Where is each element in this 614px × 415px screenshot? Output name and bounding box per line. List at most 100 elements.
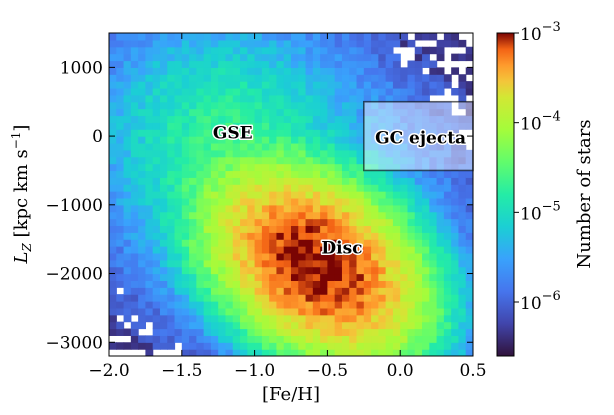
heatmap-cell	[116, 191, 125, 199]
heatmap-cell	[436, 280, 445, 288]
heatmap-cell	[392, 39, 401, 48]
heatmap-cell	[349, 287, 358, 295]
heatmap-cell	[167, 211, 176, 220]
heatmap-cell	[232, 266, 241, 275]
heatmap-cell	[240, 252, 248, 261]
heatmap-cell	[305, 170, 314, 178]
heatmap-cell	[312, 349, 321, 356]
heatmap-cell	[261, 335, 270, 343]
heatmap-cell	[203, 266, 212, 275]
heatmap-cell	[400, 246, 409, 254]
heatmap-cell	[443, 218, 452, 227]
heatmap-cell	[152, 197, 161, 206]
heatmap-cell	[305, 115, 314, 123]
heatmap-cell	[254, 87, 263, 96]
heatmap-cell	[400, 142, 409, 151]
heatmap-cell	[400, 314, 409, 323]
heatmap-cell	[174, 204, 183, 213]
heatmap-cell	[225, 335, 234, 343]
heatmap-cell	[422, 74, 430, 82]
heatmap-cell	[414, 163, 423, 172]
heatmap-cell	[210, 115, 219, 123]
heatmap-cell	[363, 314, 372, 323]
heatmap-cell	[203, 156, 212, 165]
heatmap-cell	[305, 321, 314, 330]
heatmap-cell	[298, 294, 307, 302]
heatmap-cell	[196, 225, 205, 233]
heatmap-cell	[225, 191, 234, 199]
heatmap-cell	[152, 259, 161, 268]
heatmap-cell	[240, 191, 248, 199]
heatmap-cell	[130, 259, 139, 268]
heatmap-cell	[261, 46, 270, 55]
heatmap-cell	[283, 177, 292, 185]
heatmap-cell	[174, 287, 183, 295]
heatmap-cell	[363, 67, 372, 75]
heatmap-cell	[356, 81, 365, 89]
heatmap-cell	[254, 349, 263, 356]
heatmap-cell	[210, 39, 219, 48]
heatmap-cell	[371, 335, 379, 343]
heatmap-cell	[181, 321, 190, 330]
heatmap-cell	[218, 218, 227, 227]
heatmap-cell	[123, 108, 132, 117]
heatmap-cell	[196, 129, 205, 137]
heatmap-cell	[465, 335, 473, 343]
heatmap-cell	[407, 74, 416, 82]
heatmap-cell	[327, 314, 336, 323]
heatmap-cell	[109, 287, 117, 295]
heatmap-cell	[378, 321, 387, 330]
heatmap-cell	[261, 122, 270, 130]
heatmap-cell	[240, 204, 248, 213]
heatmap-cell	[145, 314, 154, 323]
heatmap-cell	[349, 204, 358, 213]
heatmap-cell	[341, 156, 350, 165]
heatmap-cell	[298, 115, 307, 123]
heatmap-cell	[138, 39, 146, 48]
heatmap-cell	[225, 136, 234, 144]
heatmap-cell	[261, 218, 270, 227]
heatmap-cell	[276, 129, 285, 137]
heatmap-cell	[305, 239, 314, 247]
heatmap-cell	[341, 232, 350, 240]
heatmap-cell	[392, 81, 401, 89]
heatmap-cell	[320, 211, 328, 220]
heatmap-cell	[385, 204, 394, 213]
heatmap-cell	[218, 259, 227, 268]
heatmap-cell	[261, 94, 270, 103]
heatmap-cell	[109, 149, 117, 158]
heatmap-cell	[247, 46, 256, 55]
heatmap-cell	[130, 108, 139, 117]
heatmap-cell	[240, 177, 248, 185]
heatmap-cell	[407, 156, 416, 165]
heatmap-cell	[247, 122, 256, 130]
heatmap-cell	[283, 149, 292, 158]
heatmap-cell	[123, 122, 132, 130]
heatmap-cell	[312, 142, 321, 151]
heatmap-cell	[196, 87, 205, 96]
heatmap-cell	[298, 349, 307, 356]
heatmap-cell	[152, 321, 161, 330]
heatmap-cell	[320, 33, 328, 41]
heatmap-cell	[327, 321, 336, 330]
heatmap-cell	[145, 197, 154, 206]
heatmap-cell	[269, 60, 278, 68]
heatmap-cell	[189, 39, 197, 48]
heatmap-cell	[189, 46, 197, 55]
heatmap-cell	[451, 294, 460, 302]
heatmap-cell	[422, 108, 430, 117]
heatmap-cell	[305, 191, 314, 199]
heatmap-cell	[189, 136, 197, 144]
heatmap-cell	[225, 259, 234, 268]
heatmap-cell	[232, 170, 241, 178]
heatmap-cell	[116, 204, 125, 213]
heatmap-cell	[429, 342, 438, 350]
heatmap-cell	[422, 287, 430, 295]
heatmap-cell	[349, 232, 358, 240]
heatmap-cell	[167, 94, 176, 103]
heatmap-cell	[167, 246, 176, 254]
heatmap-cell	[152, 149, 161, 158]
heatmap-cell	[429, 177, 438, 185]
heatmap-cell	[298, 60, 307, 68]
heatmap-cell	[181, 232, 190, 240]
